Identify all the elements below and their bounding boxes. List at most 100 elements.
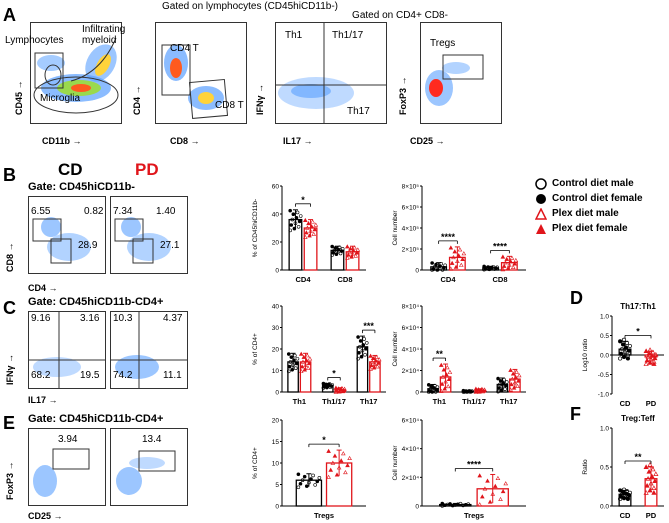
significance-label: * <box>301 195 305 205</box>
data-point <box>345 462 350 468</box>
data-point <box>504 383 508 388</box>
data-point <box>505 266 511 271</box>
data-point <box>356 356 360 361</box>
data-point <box>336 465 342 470</box>
legend-item-3: Plex diet female <box>535 221 643 236</box>
data-point <box>328 467 334 472</box>
quad-c-pd-0: 10.3 <box>113 313 133 324</box>
quadrant-label-th117: Th1/17 <box>332 30 364 41</box>
chart-title: Treg:Teff <box>621 414 655 423</box>
y-tick-label: 20 <box>272 347 280 354</box>
data-point <box>434 262 438 267</box>
quad-b-cd-2: 28.9 <box>78 240 98 251</box>
flow-plot-cd4-cd8 <box>155 22 247 124</box>
x-tick-label: CD4 <box>295 275 311 284</box>
panel-label-a: A <box>3 5 16 25</box>
y-tick-label: 30 <box>272 325 280 332</box>
data-point <box>330 244 334 249</box>
y-axis-label: % of CD4+ <box>252 333 259 365</box>
data-point <box>645 354 651 359</box>
data-point <box>307 356 313 361</box>
data-point <box>346 252 351 257</box>
data-point <box>443 263 447 268</box>
y-tick-label: -0.5 <box>598 372 610 379</box>
data-point <box>649 473 655 479</box>
flow-plot-c-cd <box>28 311 106 389</box>
data-point <box>652 355 658 361</box>
legend-label-2: Plex diet male <box>552 208 619 219</box>
data-point <box>479 386 485 391</box>
data-point <box>429 384 434 389</box>
data-point <box>650 349 656 355</box>
flow-density-e-pd <box>116 450 176 495</box>
data-point <box>300 359 306 364</box>
flow-plot-e-pd <box>110 428 188 506</box>
data-point <box>304 484 309 488</box>
data-point <box>625 496 630 502</box>
chart-f-ratio: Treg:Teff Ratio 0.0 0.5 1.0 CD PD ** <box>582 414 664 520</box>
data-point <box>515 383 520 388</box>
data-point <box>652 478 658 483</box>
data-point <box>342 386 347 391</box>
axis-label-cd25: CD25 → <box>410 136 445 146</box>
y-axis-label: Ratio <box>582 459 589 475</box>
data-point <box>376 360 381 365</box>
data-point <box>499 388 504 393</box>
data-point <box>368 366 373 371</box>
y-tick-label: 0.5 <box>600 465 609 472</box>
data-point <box>651 485 657 491</box>
data-point <box>286 352 291 356</box>
data-point <box>309 224 314 229</box>
data-point <box>452 249 458 254</box>
data-point <box>309 477 313 481</box>
data-point <box>516 373 522 378</box>
data-point <box>374 354 379 359</box>
data-point <box>504 380 509 384</box>
chart-e-percent: % of CD4+ 0 5 10 15 20 Tregs * <box>252 418 366 520</box>
data-point <box>618 488 623 493</box>
data-point <box>508 259 513 264</box>
data-point <box>482 486 488 491</box>
data-point <box>327 382 332 386</box>
data-point <box>295 356 300 361</box>
data-point <box>321 381 326 386</box>
flow-plot-e-cd <box>28 428 106 506</box>
data-point <box>644 482 650 488</box>
data-point <box>357 350 361 355</box>
data-point <box>618 356 623 361</box>
data-point <box>333 246 338 250</box>
data-point <box>648 356 654 362</box>
data-point <box>334 472 340 477</box>
filled-circle-icon <box>536 193 546 204</box>
axis-label-e-cd25: CD25 → <box>28 511 63 521</box>
significance-label: *** <box>363 321 374 331</box>
data-point <box>298 368 304 374</box>
data-point <box>508 387 513 392</box>
data-point <box>347 455 352 460</box>
data-point <box>508 367 513 372</box>
data-point <box>363 352 367 357</box>
data-point <box>624 340 630 345</box>
data-point <box>370 355 376 361</box>
axis-label-cd11b: CD11b → <box>42 136 82 146</box>
significance-label: * <box>322 435 326 445</box>
data-point <box>448 266 454 271</box>
y-tick-label: 0 <box>275 268 279 275</box>
data-point <box>371 365 377 370</box>
data-point <box>501 381 506 386</box>
data-point <box>509 382 514 387</box>
data-point <box>446 376 452 382</box>
data-point <box>338 458 344 463</box>
quad-c-pd-1: 4.37 <box>163 313 183 324</box>
data-point <box>485 478 490 483</box>
y-tick-label: 4×10⁴ <box>402 446 420 453</box>
data-point <box>286 369 291 374</box>
quad-b-cd-0: 6.55 <box>31 206 51 217</box>
axis-label-ifng: IFNγ → <box>255 83 265 115</box>
axis-label-b-cd8: CD8 → <box>5 242 15 272</box>
y-tick-label: 0 <box>415 390 419 397</box>
y-tick-label: 0.0 <box>600 504 609 511</box>
y-tick-label: 15 <box>272 439 280 446</box>
data-point <box>627 343 632 349</box>
data-point <box>457 247 463 252</box>
